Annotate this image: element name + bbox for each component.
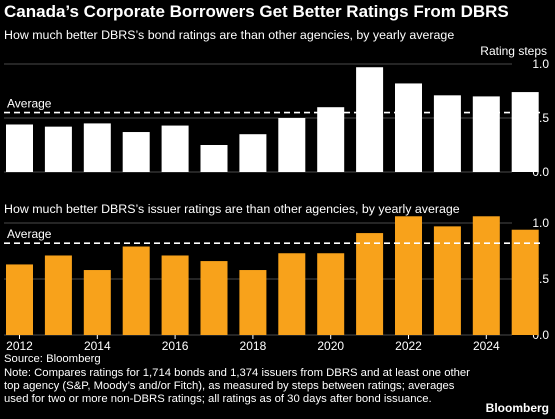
issuer-bar-2022 [395, 216, 422, 335]
issuer-chart-subtitle: How much better DBRS’s issuer ratings ar… [4, 202, 460, 216]
x-tick-label: 2014 [84, 339, 111, 353]
issuer-bar-2017 [200, 261, 228, 335]
issuer-bar-2013 [44, 255, 72, 335]
issuer-bar-2012 [6, 264, 33, 335]
bond-bar-2017 [200, 145, 228, 172]
y-axis-unit-label: Rating steps [480, 44, 547, 58]
issuer-bar-2019 [278, 253, 306, 335]
bond-bar-2020 [317, 107, 345, 172]
bond-bar-2015 [122, 132, 150, 172]
issuer-bar-2014 [83, 270, 111, 335]
chart-title: Canada’s Corporate Borrowers Get Better … [4, 2, 509, 21]
issuer-bar-2020 [317, 253, 345, 335]
average-label: Average [7, 227, 52, 241]
bond-bar-2013 [44, 126, 72, 172]
average-label: Average [7, 97, 52, 111]
bond-bar-2018 [239, 134, 267, 172]
bond-bar-2019 [278, 118, 306, 172]
y-tick-label: 1.0 [532, 57, 549, 71]
note-text: Note: Compares ratings for 1,714 bonds a… [4, 367, 470, 406]
x-tick-label: 2018 [240, 339, 267, 353]
issuer-bar-2018 [239, 270, 267, 335]
bond-bar-2024 [472, 96, 500, 172]
bond-bar-2021 [356, 67, 384, 172]
bond-bar-2016 [161, 125, 189, 172]
y-tick-label: 1.0 [532, 216, 549, 230]
x-tick-label: 2016 [162, 339, 189, 353]
x-tick-label: 2012 [6, 339, 33, 353]
bond-bar-2022 [395, 83, 422, 172]
bond-bar-2014 [83, 123, 111, 172]
x-tick-label: 2022 [395, 339, 422, 353]
issuer-bar-2016 [161, 255, 189, 335]
issuer-bar-2024 [472, 216, 500, 335]
bond-bar-2012 [6, 124, 33, 172]
x-tick-label: 2020 [317, 339, 344, 353]
issuer-bar-2025 [511, 229, 539, 335]
x-axis: 2012 2014 2016 2018 2020 2022 2024 [6, 335, 500, 353]
bond-bar-2023 [433, 95, 461, 172]
bond-bar-2025 [511, 92, 539, 172]
bond-chart-subtitle: How much better DBRS’s bond ratings are … [4, 28, 455, 42]
issuer-bar-2015 [122, 246, 150, 335]
issuer-bar-2023 [433, 226, 461, 335]
x-tick-label: 2024 [473, 339, 500, 353]
issuer-bar-2021 [356, 233, 384, 335]
bloomberg-logo: Bloomberg [485, 401, 549, 415]
source-text: Source: Bloomberg [4, 353, 101, 365]
